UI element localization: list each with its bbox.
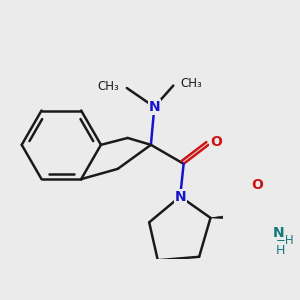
Text: CH₃: CH₃	[181, 77, 203, 90]
Text: O: O	[210, 135, 222, 149]
Text: O: O	[251, 178, 263, 192]
Text: H: H	[275, 244, 285, 257]
Text: CH₃: CH₃	[98, 80, 119, 93]
Text: N: N	[273, 226, 285, 240]
Text: N: N	[174, 190, 186, 203]
Text: N: N	[148, 100, 160, 114]
Text: −H: −H	[275, 234, 294, 248]
Polygon shape	[211, 213, 247, 220]
Text: N: N	[0, 299, 1, 300]
